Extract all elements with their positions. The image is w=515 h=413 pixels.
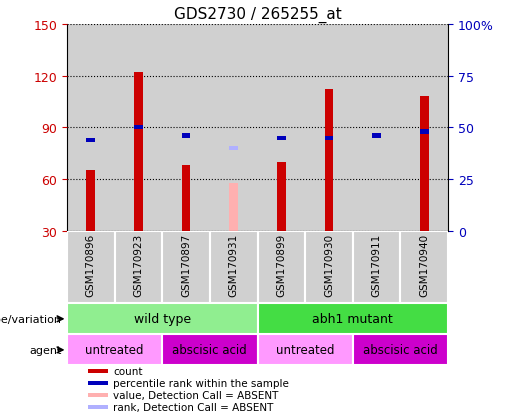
FancyBboxPatch shape [401,231,448,304]
Text: genotype/variation: genotype/variation [0,314,62,324]
Bar [134,73,143,231]
Text: GSM170923: GSM170923 [133,233,143,297]
Bar [134,126,143,130]
Bar [258,25,305,231]
Text: GSM170931: GSM170931 [229,233,238,297]
Bar [353,25,401,231]
Bar [182,166,191,231]
FancyBboxPatch shape [67,335,162,366]
Text: untreated: untreated [276,344,334,356]
Text: rank, Detection Call = ABSENT: rank, Detection Call = ABSENT [113,402,273,412]
Bar [88,381,108,385]
Bar [420,97,428,231]
Text: GSM170899: GSM170899 [277,233,286,297]
Bar [324,136,333,140]
Bar [277,162,286,231]
Bar [420,130,428,134]
FancyBboxPatch shape [258,304,448,335]
Bar [88,393,108,397]
Text: value, Detection Call = ABSENT: value, Detection Call = ABSENT [113,390,279,400]
Bar [88,369,108,373]
FancyBboxPatch shape [353,231,401,304]
FancyBboxPatch shape [305,231,353,304]
Bar [324,90,333,231]
FancyBboxPatch shape [162,231,210,304]
FancyBboxPatch shape [210,231,258,304]
Text: GSM170897: GSM170897 [181,233,191,297]
Bar [87,171,95,231]
FancyBboxPatch shape [67,304,258,335]
FancyBboxPatch shape [258,231,305,304]
Text: count: count [113,366,143,376]
Bar [372,134,381,138]
Bar [114,25,162,231]
Text: GSM170911: GSM170911 [372,233,382,297]
Bar [210,25,258,231]
FancyBboxPatch shape [114,231,162,304]
Bar [182,134,191,138]
Text: untreated: untreated [85,344,144,356]
FancyBboxPatch shape [162,335,258,366]
FancyBboxPatch shape [353,335,448,366]
Text: GSM170896: GSM170896 [86,233,96,297]
Bar [229,183,238,231]
Bar [67,25,115,231]
Title: GDS2730 / 265255_at: GDS2730 / 265255_at [174,7,341,24]
Text: wild type: wild type [134,313,191,325]
Text: abscisic acid: abscisic acid [173,344,247,356]
Bar [87,138,95,142]
Text: abh1 mutant: abh1 mutant [313,313,393,325]
Bar [277,136,286,140]
Bar [229,147,238,151]
Bar [88,405,108,409]
Text: GSM170930: GSM170930 [324,233,334,297]
Bar [401,25,448,231]
Text: abscisic acid: abscisic acid [363,344,438,356]
Text: GSM170940: GSM170940 [419,233,429,297]
Text: percentile rank within the sample: percentile rank within the sample [113,378,289,388]
Text: agent: agent [29,345,62,355]
Bar [305,25,353,231]
Bar [162,25,210,231]
FancyBboxPatch shape [67,231,114,304]
FancyBboxPatch shape [258,335,353,366]
